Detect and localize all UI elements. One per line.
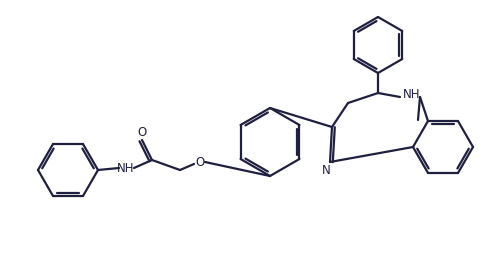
Text: N: N	[321, 164, 330, 177]
Text: NH: NH	[403, 89, 421, 101]
Text: NH: NH	[117, 161, 135, 175]
Text: O: O	[137, 125, 147, 139]
Text: O: O	[195, 155, 205, 169]
